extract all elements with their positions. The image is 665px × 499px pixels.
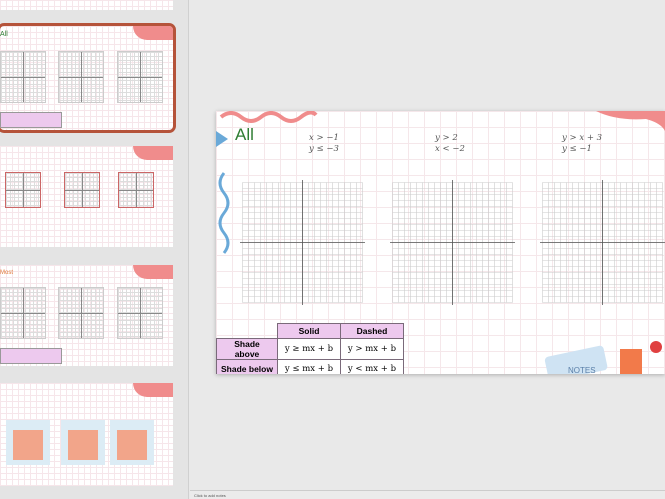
slide-thumbnail-1[interactable] [0, 0, 173, 10]
thumb-title: All [0, 31, 8, 38]
slide-thumbnail-3[interactable] [0, 146, 173, 247]
slide-thumbnail-2[interactable]: All [0, 23, 176, 133]
notes-sticker-text: NOTES [568, 366, 596, 374]
slide-decorations: NOTES [216, 111, 665, 374]
slide-title: All [235, 125, 254, 144]
row-label: Shade above [216, 338, 278, 360]
slide-thumbnail-panel[interactable]: All Most [0, 0, 189, 499]
notes-placeholder[interactable]: Click to add notes [194, 493, 226, 498]
header-solid: Solid [277, 323, 341, 339]
row-label: Shade below [216, 359, 278, 374]
problem-1: x > −1 y ≤ −3 [309, 133, 339, 154]
coordinate-grid-1 [240, 180, 365, 305]
slide-thumbnail-4[interactable]: Most [0, 265, 173, 366]
coordinate-grid-3 [540, 180, 665, 305]
header-dashed: Dashed [340, 323, 404, 339]
cell: y ≤ mx + b [277, 359, 341, 374]
cell: y < mx + b [340, 359, 404, 374]
coordinate-grid-2 [390, 180, 515, 305]
notes-pane[interactable]: Click to add notes [190, 490, 665, 499]
cell: y > mx + b [340, 338, 404, 360]
cell: y ≥ mx + b [277, 338, 341, 360]
slide-thumbnail-5[interactable] [0, 383, 173, 486]
thumb-title: Most [0, 270, 14, 276]
